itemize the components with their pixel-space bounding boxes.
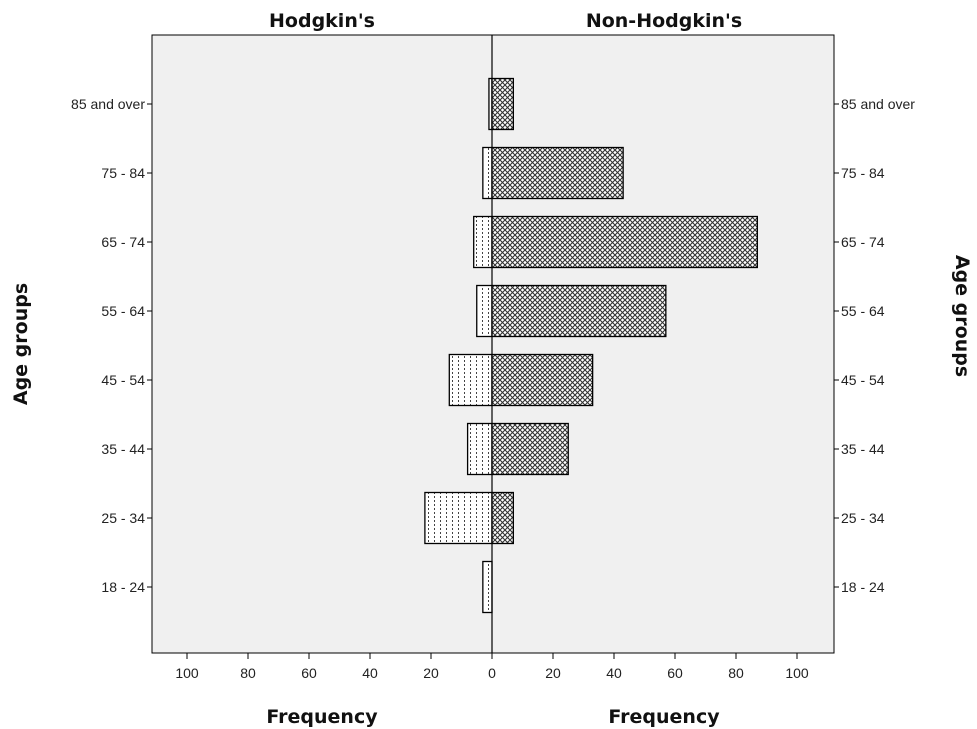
y-tick-label-right-18-24: 18 - 24: [841, 579, 885, 595]
y-tick-label-right-45-54: 45 - 54: [841, 372, 885, 388]
x-tick-label-right-60: 60: [667, 665, 683, 681]
bar-non-hodgkins-85-and-over: [491, 77, 515, 131]
y-tick-label-right-85-and-over: 85 and over: [841, 96, 915, 112]
x-tick-label-right-80: 80: [728, 665, 744, 681]
bar-hodgkins-35-44: [466, 422, 493, 476]
bar-hodgkins-25-34: [424, 491, 493, 545]
y-tick-label-right-55-64: 55 - 64: [841, 303, 885, 319]
x-axis-title-right: Frequency: [608, 706, 720, 728]
y-tick-label-right-75-84: 75 - 84: [841, 165, 885, 181]
y-tick-label-left-18-24: 18 - 24: [101, 579, 145, 595]
bar-non-hodgkins-75-84: [491, 146, 624, 200]
x-tick-label-left-80: 80: [240, 665, 256, 681]
y-axis-title-left: Age groups: [10, 283, 32, 405]
y-axis-title-right: Age groups: [951, 255, 973, 377]
bar-non-hodgkins-25-34: [491, 491, 515, 545]
y-tick-label-left-55-64: 55 - 64: [101, 303, 145, 319]
y-tick-label-right-65-74: 65 - 74: [841, 234, 885, 250]
bar-hodgkins-18-24: [482, 560, 493, 614]
x-tick-label-right-40: 40: [606, 665, 622, 681]
bar-non-hodgkins-35-44: [491, 422, 569, 476]
panel-title-non-hodgkins: Non-Hodgkin's: [586, 10, 742, 32]
x-tick-label-right-20: 20: [545, 665, 561, 681]
panel-title-hodgkins: Hodgkin's: [269, 10, 375, 32]
y-tick-label-left-75-84: 75 - 84: [101, 165, 145, 181]
x-tick-label-right-100: 100: [785, 665, 809, 681]
x-tick-label-left-40: 40: [362, 665, 378, 681]
y-tick-label-left-65-74: 65 - 74: [101, 234, 145, 250]
bar-hodgkins-45-54: [448, 353, 493, 407]
y-tick-label-left-35-44: 35 - 44: [101, 441, 145, 457]
y-tick-label-right-25-34: 25 - 34: [841, 510, 885, 526]
bar-hodgkins-55-64: [476, 284, 493, 338]
bar-non-hodgkins-55-64: [491, 284, 667, 338]
x-axis-title-left: Frequency: [266, 706, 378, 728]
y-tick-label-right-35-44: 35 - 44: [841, 441, 885, 457]
y-tick-label-left-25-34: 25 - 34: [101, 510, 145, 526]
bar-hodgkins-75-84: [482, 146, 493, 200]
x-tick-label-left-100: 100: [175, 665, 199, 681]
x-tick-label-left-60: 60: [301, 665, 317, 681]
y-tick-label-left-85-and-over: 85 and over: [71, 96, 145, 112]
x-tick-label-left-20: 20: [423, 665, 439, 681]
plot-area: [151, 34, 835, 654]
bar-non-hodgkins-65-74: [491, 215, 759, 269]
x-tick-label-left-0: 0: [488, 665, 496, 681]
bar-hodgkins-65-74: [473, 215, 493, 269]
y-tick-label-left-45-54: 45 - 54: [101, 372, 145, 388]
bar-non-hodgkins-45-54: [491, 353, 594, 407]
